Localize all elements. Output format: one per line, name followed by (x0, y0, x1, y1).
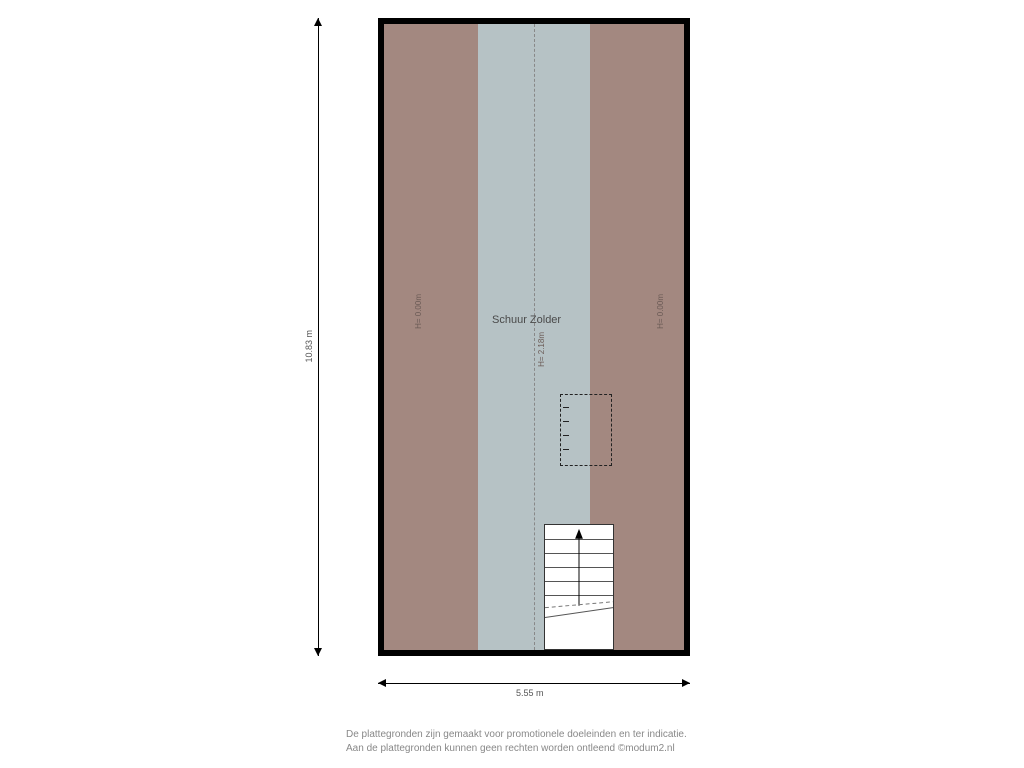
opening-mark (563, 421, 569, 422)
disclaimer-line-1: De plattegronden zijn gemaakt voor promo… (346, 728, 687, 742)
height-label-center: H= 2.18m (537, 332, 546, 367)
stair-overlay (545, 525, 613, 649)
height-label-right: H= 0.00m (656, 294, 665, 329)
ridge-centerline (534, 24, 535, 650)
height-label-left: H= 0.00m (414, 294, 423, 329)
zone-eave-left (384, 24, 478, 650)
room-label: Schuur Zolder (492, 314, 561, 326)
opening-mark (563, 449, 569, 450)
dimension-horizontal-arrow-right (682, 679, 690, 687)
opening-mark (563, 435, 569, 436)
floorplan-outline: Schuur Zolder H= 0.00m H= 2.18m H= 0.00m (378, 18, 690, 656)
dimension-horizontal-line (378, 683, 690, 684)
dimension-vertical-line (318, 18, 319, 656)
dimension-vertical-arrow-bottom (314, 648, 322, 656)
opening-mark (563, 407, 569, 408)
staircase (544, 524, 614, 650)
dimension-vertical-label: 10.83 m (304, 330, 314, 363)
floor-opening (560, 394, 612, 466)
disclaimer-line-2: Aan de plattegronden kunnen geen rechten… (346, 742, 687, 756)
disclaimer-text: De plattegronden zijn gemaakt voor promo… (346, 728, 687, 755)
dimension-horizontal-arrow-left (378, 679, 386, 687)
dimension-horizontal-label: 5.55 m (516, 688, 544, 698)
dimension-vertical-arrow-top (314, 18, 322, 26)
floorplan-stage: 10.83 m 5.55 m Schuur Zolder H= 0.00m H=… (0, 0, 1024, 768)
